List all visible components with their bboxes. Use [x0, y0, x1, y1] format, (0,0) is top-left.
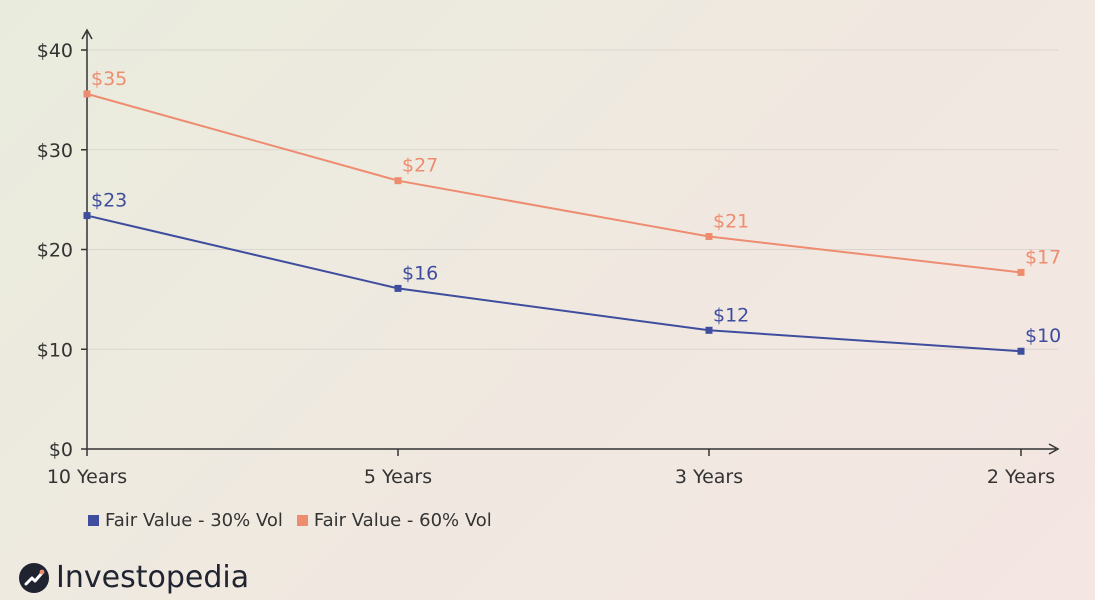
legend-item-60-vol: Fair Value - 60% Vol [296, 510, 492, 531]
y-tick-label-2: $20 [37, 240, 73, 262]
x-tick-label-2: 3 Years [675, 466, 743, 488]
brand-logo: Investopedia [18, 562, 249, 594]
data-point-s0-0 [83, 212, 91, 220]
data-label-s0-2: $12 [713, 304, 749, 326]
investopedia-logo-icon [19, 563, 49, 593]
data-point-s0-2 [705, 326, 713, 334]
data-label-s0-0: $23 [91, 190, 127, 212]
x-tick-label-3: 2 Years [987, 466, 1055, 488]
data-point-s1-2 [705, 233, 713, 241]
series-line-1 [86, 92, 1022, 274]
legend-label-60-vol: Fair Value - 60% Vol [313, 510, 492, 531]
data-point-s1-1 [394, 177, 402, 185]
series-line-0 [86, 214, 1022, 353]
data-point-s0-3 [1017, 347, 1025, 355]
brand-name: Investopedia [56, 560, 250, 595]
data-label-s0-1: $16 [402, 262, 438, 284]
data-label-s1-0: $35 [91, 68, 127, 90]
y-tick-label-4: $40 [37, 40, 73, 62]
x-tick-label-1: 5 Years [364, 466, 432, 488]
y-tick-label-3: $30 [37, 140, 73, 162]
data-point-s0-1 [394, 284, 402, 292]
data-label-s1-3: $17 [1025, 246, 1061, 268]
legend-label-30-vol: Fair Value - 30% Vol [105, 510, 283, 531]
y-tick-label-0: $0 [49, 439, 73, 461]
x-tick-label-0: 10 Years [47, 466, 127, 488]
y-tick-label-1: $10 [37, 339, 73, 361]
legend-swatch-60-vol [296, 515, 308, 526]
y-axis-arrow [81, 28, 93, 40]
legend-swatch-30-vol [88, 515, 99, 526]
data-point-s1-3 [1017, 268, 1025, 276]
data-point-s1-0 [83, 90, 91, 98]
data-label-s1-1: $27 [402, 155, 438, 177]
legend-item-30-vol: Fair Value - 30% Vol [88, 510, 283, 531]
legend: Fair Value - 30% Vol Fair Value - 60% Vo… [88, 510, 492, 531]
x-axis-arrow [1048, 443, 1060, 455]
data-label-s0-3: $10 [1025, 325, 1061, 347]
data-label-s1-2: $21 [713, 211, 749, 233]
